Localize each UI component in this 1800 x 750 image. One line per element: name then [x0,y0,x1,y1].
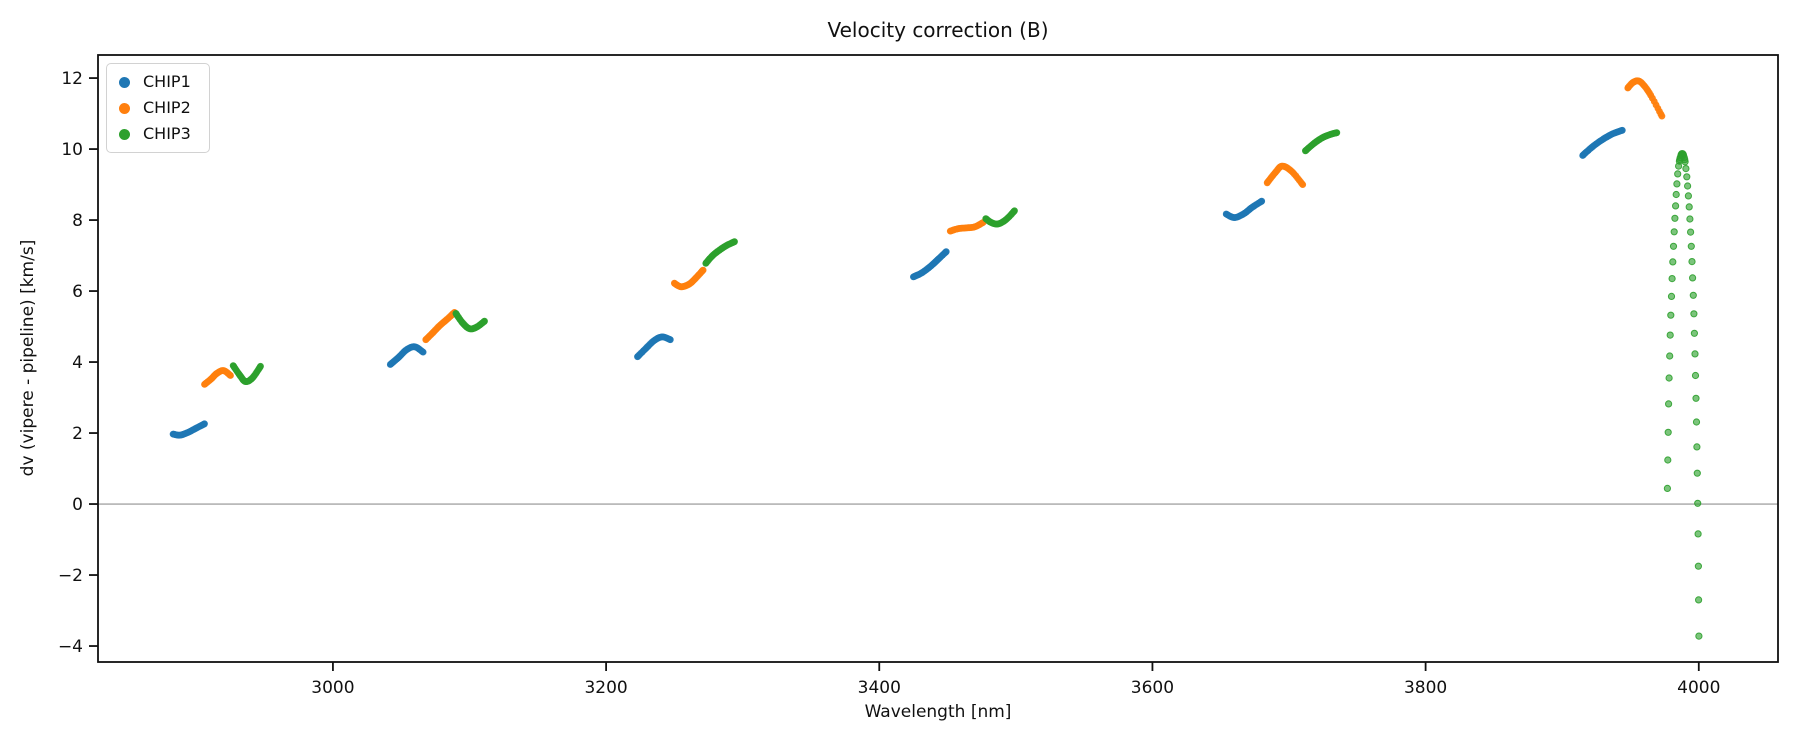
legend: CHIP1 CHIP2 CHIP3 [106,63,210,153]
legend-label: CHIP2 [143,98,191,117]
x-tick-label: 4000 [1677,678,1720,698]
y-tick-label: 10 [61,140,83,160]
y-tick-label: 6 [72,282,83,302]
axes-frame [97,54,1779,663]
legend-label: CHIP1 [143,72,191,91]
series-CHIP3-spike [1663,150,1703,640]
legend-marker-icon [119,128,130,140]
series-CHIP1 [169,126,1626,439]
legend-label: CHIP3 [143,124,191,143]
y-axis-label: dv (vipere - pipeline) [km/s] [18,239,38,477]
legend-item-CHIP3: CHIP3 [119,126,191,142]
y-tick-label: −4 [58,637,83,657]
x-tick-label: 3800 [1404,678,1447,698]
x-tick-label: 3600 [1131,678,1174,698]
y-tick-label: 0 [72,495,83,515]
x-tick-label: 3000 [311,678,354,698]
legend-marker-icon [119,76,130,88]
series-CHIP3 [229,129,1341,385]
y-tick-label: 2 [72,424,83,444]
x-axis-ticks: 3000 3200 3400 3600 3800 4000 [311,662,1720,698]
y-tick-label: 8 [72,211,83,231]
chart-title: Velocity correction (B) [827,18,1049,42]
series-CHIP2 [201,77,1666,388]
y-tick-label: −2 [58,566,83,586]
x-axis-label: Wavelength [nm] [864,702,1012,722]
x-tick-label: 3200 [584,678,627,698]
y-axis-ticks: −4 −2 0 2 4 6 8 10 12 [58,69,98,657]
y-tick-label: 4 [72,353,83,373]
y-tick-label: 12 [61,69,83,89]
legend-marker-icon [119,102,130,114]
legend-item-CHIP1: CHIP1 [119,74,191,90]
x-tick-label: 3400 [858,678,901,698]
legend-item-CHIP2: CHIP2 [119,100,191,116]
